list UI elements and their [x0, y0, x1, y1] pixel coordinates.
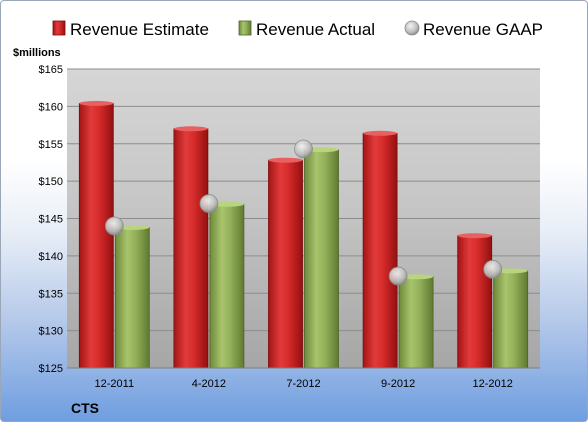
bar-revenue-actual — [398, 276, 434, 369]
y-tick-label: $150 — [39, 176, 63, 188]
bar-top-highlight — [457, 233, 492, 239]
y-tick-label: $155 — [39, 139, 63, 151]
legend-swatch — [404, 20, 420, 36]
marker-revenue-gaap — [388, 266, 408, 286]
bar-top-highlight — [493, 268, 528, 274]
bar-top-highlight — [399, 274, 434, 280]
y-axis-label: $millions — [13, 47, 61, 59]
y-tick-label: $145 — [39, 214, 63, 226]
legend-label: Revenue GAAP — [423, 20, 543, 39]
company-label: CTS — [71, 400, 99, 416]
bar-top-highlight — [363, 130, 398, 136]
bar-top-highlight — [304, 147, 339, 153]
bar-revenue-estimate — [457, 235, 493, 369]
bar-revenue-actual — [493, 270, 529, 369]
y-tick-label: $140 — [39, 251, 63, 263]
marker-revenue-gaap — [483, 259, 503, 279]
x-tick-label: 9-2012 — [381, 378, 415, 390]
legend-label: Revenue Actual — [256, 20, 375, 39]
marker-revenue-gaap — [294, 139, 313, 159]
y-tick-label: $130 — [39, 326, 63, 338]
bar-revenue-estimate — [362, 132, 398, 369]
y-tick-label: $160 — [39, 101, 63, 113]
bar-revenue-actual — [209, 203, 245, 369]
bar-top-highlight — [79, 100, 114, 106]
legend-swatch — [52, 20, 66, 36]
y-tick-label: $125 — [39, 363, 63, 375]
bar-revenue-actual — [304, 149, 339, 369]
marker-revenue-gaap — [104, 216, 124, 236]
marker-revenue-gaap — [199, 194, 219, 213]
legend-swatch — [238, 20, 252, 36]
x-tick-label: 4-2012 — [192, 378, 226, 390]
x-tick-label: 12-2011 — [95, 378, 135, 390]
bar-top-highlight — [115, 224, 150, 230]
bar-top-highlight — [268, 157, 303, 163]
bar-revenue-estimate — [173, 128, 209, 369]
bar-revenue-estimate — [78, 102, 114, 369]
x-tick-label: 7-2012 — [286, 378, 320, 390]
bar-revenue-actual — [114, 227, 150, 369]
x-tick-label: 12-2012 — [473, 378, 513, 390]
y-tick-label: $135 — [39, 288, 63, 300]
legend-label: Revenue Estimate — [70, 20, 209, 39]
bar-top-highlight — [173, 126, 208, 132]
bar-top-highlight — [209, 201, 244, 207]
bar-revenue-estimate — [268, 159, 303, 369]
y-tick-label: $165 — [39, 64, 63, 76]
